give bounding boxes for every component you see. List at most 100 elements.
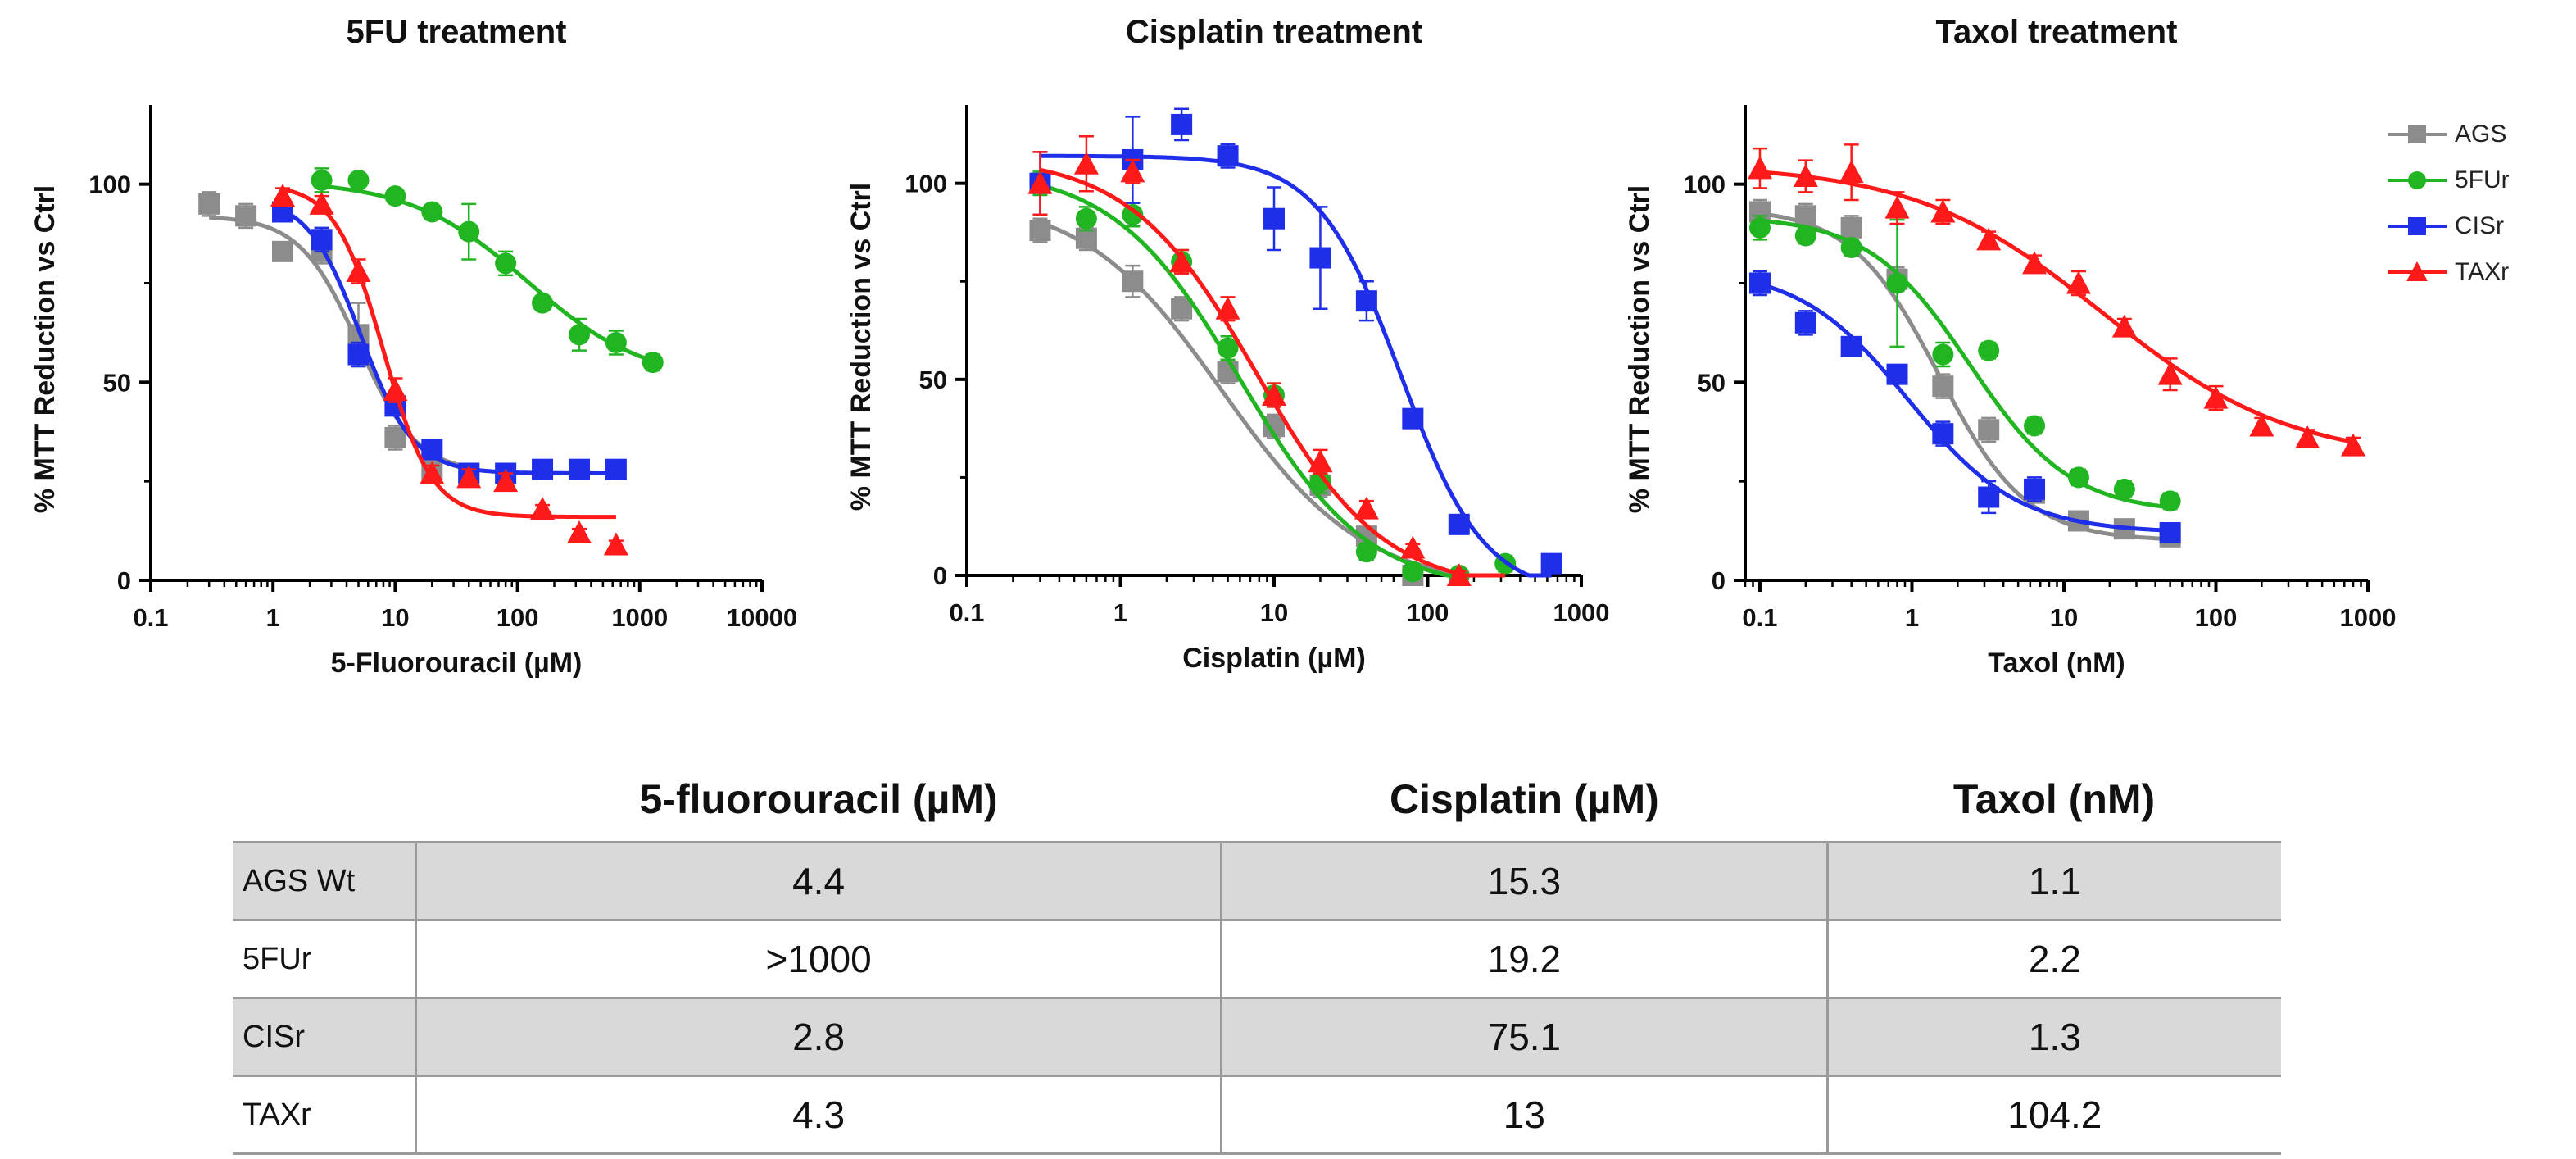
chart-title: Taxol treatment	[1936, 14, 2178, 50]
y-tick-label: 50	[1698, 368, 1726, 397]
data-point	[1402, 407, 1424, 430]
data-point	[1839, 160, 1864, 184]
x-tick-label: 10000	[727, 603, 797, 632]
data-point	[566, 520, 592, 543]
series-5fur	[1029, 170, 1517, 586]
data-point	[1932, 375, 1954, 398]
data-point	[1029, 220, 1051, 242]
data-point	[347, 169, 370, 191]
y-tick-label: 50	[103, 368, 131, 397]
table-cell: >1000	[414, 919, 1222, 999]
series-taxr	[1747, 143, 2366, 457]
data-point	[384, 427, 406, 448]
legend-marker-ags	[2388, 125, 2447, 143]
data-point	[1748, 272, 1771, 294]
data-point	[2024, 478, 2046, 500]
data-point	[421, 439, 443, 461]
data-point	[1355, 541, 1377, 563]
data-point	[384, 185, 406, 207]
data-point	[568, 324, 590, 346]
data-point	[311, 169, 333, 191]
table-row: 5FUr >1000 19.2 2.2	[233, 919, 2281, 999]
x-tick-label: 1	[266, 603, 280, 632]
data-point	[1932, 343, 1954, 366]
data-point	[1978, 486, 2000, 508]
table-cell: 4.3	[414, 1075, 1222, 1155]
data-point	[311, 229, 333, 251]
data-point	[2024, 415, 2046, 437]
table-header-5fu: 5-fluorouracil (µM)	[639, 776, 998, 822]
data-point	[456, 465, 482, 489]
data-point	[1978, 419, 2000, 441]
y-axis-label: % MTT Reduction vs Ctrl	[29, 185, 61, 513]
data-point	[1075, 207, 1097, 230]
series-cisr	[1748, 270, 2181, 543]
data-point	[1976, 227, 2002, 251]
fit-curve-taxr	[1759, 170, 2354, 444]
data-point	[605, 332, 627, 353]
x-tick-label: 10	[381, 603, 409, 632]
table-cell: 2.2	[1825, 919, 2281, 999]
data-point	[346, 259, 371, 282]
data-point	[420, 461, 445, 484]
data-point	[495, 252, 517, 275]
data-point	[1840, 335, 1862, 357]
series-5fur	[311, 167, 664, 374]
data-point	[1886, 363, 1908, 385]
data-point	[2249, 413, 2274, 437]
data-point	[1932, 423, 1954, 445]
table-header-blank	[233, 757, 416, 843]
chart-cisplatin-treatment: Cisplatin treatment 0 50 100 0.1 1 10 100 1000 Ci…	[846, 14, 1609, 674]
data-point	[1355, 290, 1377, 312]
table-row-label: 5FUr	[233, 919, 416, 999]
legend-item-cisr: CISr	[2384, 203, 2510, 249]
data-point	[1122, 203, 1144, 225]
x-tick-label: 1	[1905, 603, 1919, 632]
data-point	[198, 193, 220, 215]
y-axis-label: % MTT Reduction vs Ctrl	[846, 183, 877, 511]
x-axis-label: Cisplatin (µM)	[1182, 643, 1366, 674]
table-header-taxol: Taxol (nM)	[1952, 776, 2156, 822]
data-point	[1309, 247, 1331, 269]
table-cell: 4.4	[414, 841, 1222, 921]
series-ags	[1029, 217, 1460, 586]
fit-curve-5fur	[321, 184, 654, 363]
data-point	[347, 343, 370, 366]
data-point	[1217, 337, 1239, 359]
table-cell: 15.3	[1220, 841, 1828, 921]
table-header-cisplatin: Cisplatin (µM)	[1389, 776, 1659, 822]
table-cell: 104.2	[1825, 1075, 2281, 1155]
data-point	[605, 458, 627, 480]
table-cell: 1.1	[1825, 841, 2281, 921]
x-tick-label: 10	[2050, 603, 2078, 632]
table-cell: 13	[1220, 1075, 1828, 1155]
table-row-label: TAXr	[233, 1075, 416, 1155]
data-point	[1354, 496, 1379, 520]
series-5fur	[1748, 215, 2181, 512]
data-point	[1263, 207, 1285, 230]
x-axis-label: 5-Fluorouracil (µM)	[331, 648, 583, 679]
y-tick-label: 100	[1683, 170, 1726, 199]
x-tick-label: 1000	[1553, 598, 1610, 627]
data-point	[2203, 385, 2229, 409]
data-point	[1262, 382, 1286, 406]
data-point	[1793, 164, 1818, 187]
data-point	[530, 497, 556, 520]
data-point	[603, 532, 628, 556]
legend-item-ags: AGS	[2384, 111, 2510, 157]
data-point	[1794, 311, 1816, 334]
x-tick-label: 1000	[2340, 603, 2397, 632]
data-point	[235, 205, 257, 227]
fit-curve-cisr	[281, 208, 616, 475]
legend: AGS 5FUr CISr TAXr	[2384, 111, 2510, 295]
data-point	[458, 220, 480, 243]
data-point	[1402, 561, 1424, 583]
x-tick-label: 100	[1407, 598, 1449, 627]
data-point	[1840, 237, 1862, 258]
legend-marker-cisr	[2388, 217, 2447, 235]
data-point	[2341, 433, 2366, 457]
data-point	[642, 352, 664, 374]
legend-label-5fur: 5FUr	[2455, 166, 2510, 193]
data-point	[1400, 535, 1426, 559]
